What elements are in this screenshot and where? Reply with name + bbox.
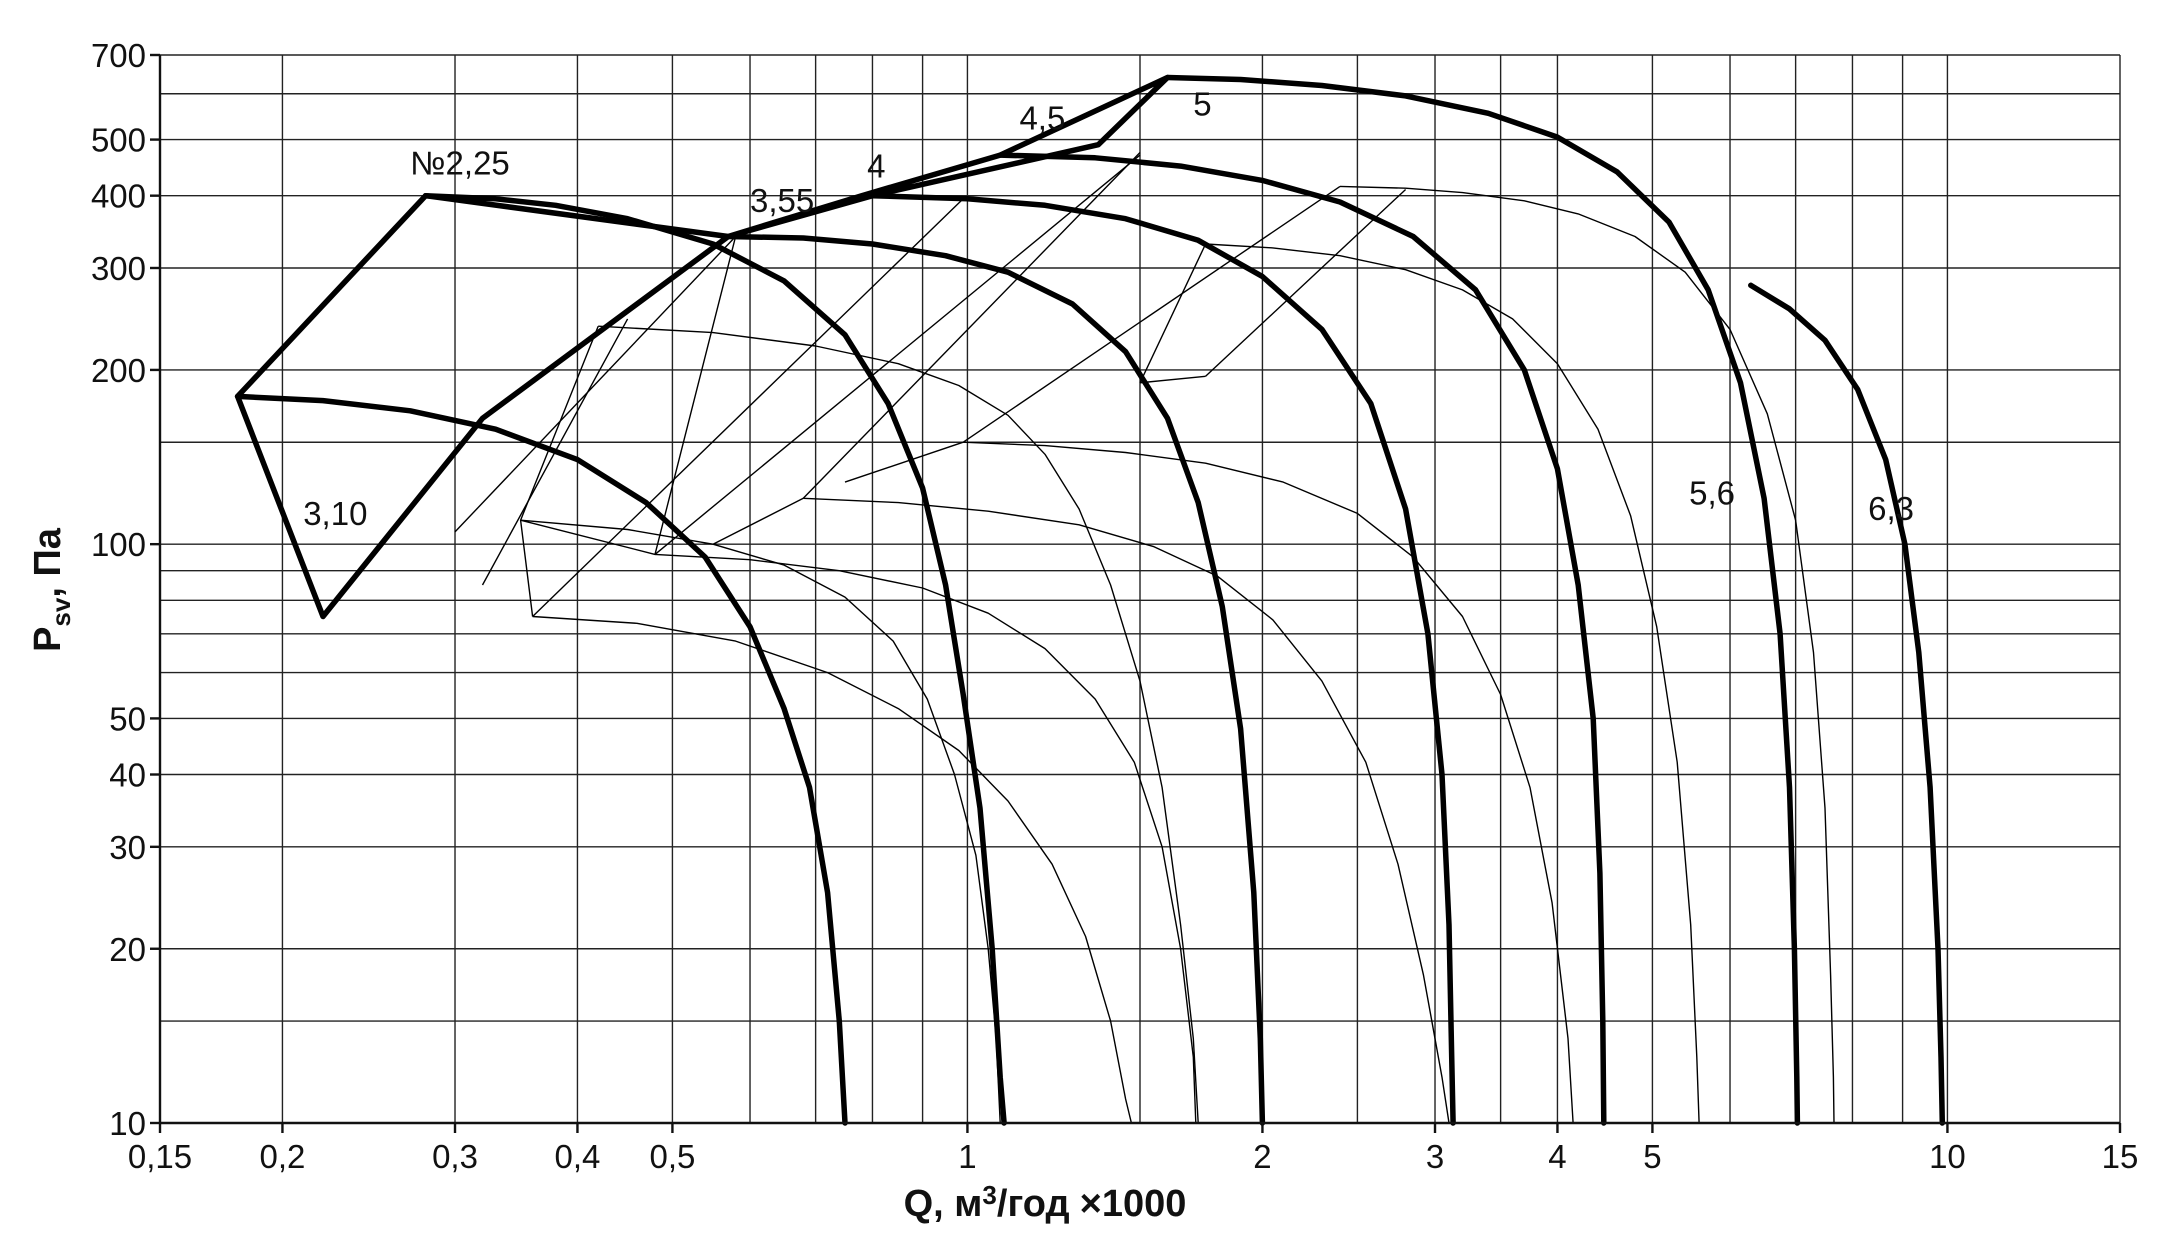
fan-curve-secondary <box>963 441 1574 1124</box>
fan-curve-secondary <box>520 519 1001 1124</box>
operating-range-diagonal <box>1205 188 1407 377</box>
y-tick-label: 400 <box>91 178 146 215</box>
x-tick-label: 3 <box>1426 1138 1444 1175</box>
curve-label: 3,10 <box>303 495 367 532</box>
fan-curve-secondary <box>598 325 1199 1124</box>
x-axis-title-times: × <box>1080 1183 1102 1225</box>
y-tick-label: 100 <box>91 526 146 563</box>
fan-curve-secondary <box>1205 243 1700 1124</box>
operating-range-connector <box>844 441 964 483</box>
fan-curves <box>234 74 1946 1126</box>
x-tick-label: 15 <box>2102 1138 2139 1175</box>
operating-boundary <box>234 74 1171 620</box>
x-tick-label: 0,3 <box>432 1138 478 1175</box>
x-tick-label: 5 <box>1643 1138 1661 1175</box>
fan-curve-5-6 <box>1748 282 1946 1126</box>
x-tick-label: 0,2 <box>260 1138 306 1175</box>
x-tick-label: 0,15 <box>128 1138 192 1175</box>
fan-curve-4-5 <box>997 152 1607 1126</box>
operating-range-diagonal <box>1139 243 1207 384</box>
fan-curve-2-25 <box>422 192 1007 1126</box>
curve-label: 5,6 <box>1689 475 1735 512</box>
x-tick-label: 2 <box>1253 1138 1271 1175</box>
axes: 0,15 0,2 0,3 0,4 0,5 1 2 3 4 5 10 15 10 20 30 40 50 100 20… <box>91 37 2138 1175</box>
curve-label: 4 <box>867 147 885 184</box>
x-tick-label: 10 <box>1929 1138 1966 1175</box>
y-tick-label: 40 <box>109 757 146 794</box>
operating-range-connector <box>1139 375 1206 384</box>
y-axis-title: Psv, Па <box>27 527 76 652</box>
fan-curve-5 <box>1164 74 1801 1126</box>
y-tick-label: 30 <box>109 829 146 866</box>
y-tick-label: 200 <box>91 352 146 389</box>
curve-label: 6,3 <box>1868 490 1914 527</box>
x-tick-label: 0,4 <box>555 1138 601 1175</box>
fan-curve-secondary <box>803 497 1450 1124</box>
x-tick-label: 0,5 <box>649 1138 695 1175</box>
operating-range-diagonal <box>654 154 1141 555</box>
y-tick-label: 300 <box>91 250 146 287</box>
curve-label: 5 <box>1193 86 1211 123</box>
fan-curve-4 <box>869 192 1456 1126</box>
x-axis-title-sup: 3 <box>982 1180 996 1210</box>
fan-curve-secondary <box>1339 185 1835 1124</box>
x-tick-label: 4 <box>1548 1138 1566 1175</box>
y-tick-label: 500 <box>91 122 146 159</box>
operating-range-diagonal <box>802 152 1141 499</box>
operating-range-connector <box>520 236 737 556</box>
y-tick-label: 700 <box>91 37 146 74</box>
curve-labels: №2,25 3,10 3,55 4 4,5 5 5,6 6,3 <box>303 86 1914 532</box>
y-tick-label: 20 <box>109 931 146 968</box>
x-axis-title-unit: /год <box>997 1183 1070 1225</box>
x-axis-title: Q, м3/год ×1000 <box>904 1180 1187 1225</box>
x-axis-title-factor: 1000 <box>1102 1183 1187 1225</box>
fan-curve-secondary <box>654 553 1197 1124</box>
y-tick-label: 10 <box>109 1105 146 1142</box>
fan-curve-secondary <box>532 615 1133 1124</box>
y-axis-title-unit: , Па <box>27 527 69 597</box>
grid <box>160 54 2121 1124</box>
y-axis-title-sub: sv <box>46 597 76 626</box>
curve-label: 4,5 <box>1019 100 1065 137</box>
fan-curve-3-55 <box>725 233 1266 1126</box>
y-axis-title-p: P <box>27 627 69 652</box>
operating-range-connector <box>712 497 804 545</box>
x-tick-label: 1 <box>958 1138 976 1175</box>
curve-label: 3,55 <box>750 182 814 219</box>
x-axis-title-q: Q, м <box>904 1183 983 1225</box>
operating-range-diagonal <box>532 198 964 618</box>
operating-range-diagonal <box>454 236 737 533</box>
curve-label: №2,25 <box>410 145 510 182</box>
y-tick-label: 50 <box>109 700 146 737</box>
operating-range-diagonal <box>962 185 1341 443</box>
